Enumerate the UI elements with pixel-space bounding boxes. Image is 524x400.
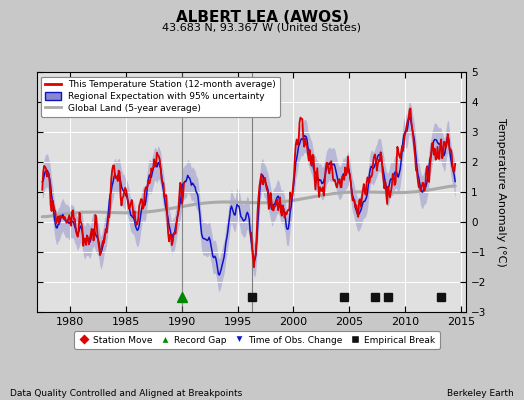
Text: 43.683 N, 93.367 W (United States): 43.683 N, 93.367 W (United States) [162,22,362,32]
Text: Berkeley Earth: Berkeley Earth [447,389,514,398]
Legend: This Temperature Station (12-month average), Regional Expectation with 95% uncer: This Temperature Station (12-month avera… [41,76,280,116]
Text: Data Quality Controlled and Aligned at Breakpoints: Data Quality Controlled and Aligned at B… [10,389,243,398]
Legend: Station Move, Record Gap, Time of Obs. Change, Empirical Break: Station Move, Record Gap, Time of Obs. C… [74,331,440,349]
Y-axis label: Temperature Anomaly (°C): Temperature Anomaly (°C) [496,118,506,266]
Text: ALBERT LEA (AWOS): ALBERT LEA (AWOS) [176,10,348,25]
